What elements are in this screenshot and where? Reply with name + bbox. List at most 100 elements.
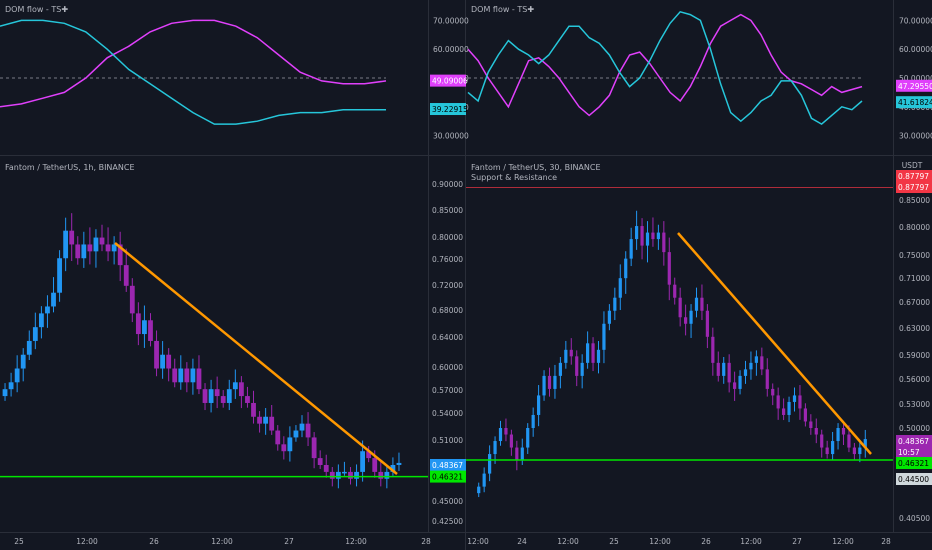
left-candle: [202, 389, 208, 403]
left-candle: [299, 423, 305, 431]
left-support-badge: 0.46321: [432, 473, 463, 482]
left-candle: [251, 402, 256, 417]
right-candle: [477, 486, 481, 494]
left-candle: [335, 471, 341, 479]
right-candle: [651, 232, 655, 240]
right-candle: [520, 447, 524, 461]
left-dom-badge-2: 39.22915: [432, 105, 468, 114]
right-candle: [618, 278, 622, 298]
right-price-axis-label: 0.53000: [899, 400, 930, 409]
right-candle: [700, 297, 704, 311]
right-dom-axis-label: 50.00000: [899, 74, 932, 83]
right-candle: [602, 323, 606, 350]
right-candle: [684, 317, 688, 324]
left-candle: [263, 416, 269, 424]
left-candle: [105, 244, 111, 252]
right-price-axis-label: 0.85000: [899, 196, 930, 205]
right-price-axis-label: 0.75000: [899, 251, 930, 260]
right-time-axis-label: 12:00: [557, 537, 579, 546]
right-candle: [765, 369, 769, 389]
left-price-axis-label: 0.60000: [432, 363, 463, 372]
right-countdown-badge-bg: [896, 446, 932, 458]
left-price-axis-label: 0.45000: [432, 497, 463, 506]
right-dom-axis-label: 30.00000: [899, 132, 932, 141]
right-price-axis-label: 0.50000: [899, 424, 930, 433]
right-support-badge: 0.46321: [898, 459, 929, 468]
left-price-axis-label: 0.80000: [432, 233, 463, 242]
right-price-axis-label: 0.56000: [899, 375, 930, 384]
left-dom-badge-1: 49.09006: [432, 77, 468, 86]
right-candle: [553, 375, 557, 389]
left-dom-badge-1-bg: [430, 74, 466, 87]
right-candle: [716, 362, 720, 376]
right-candle: [831, 441, 835, 455]
left-dom-title: DOM flow - TS✚: [5, 5, 68, 14]
right-candle: [694, 297, 699, 311]
right-candle: [705, 310, 709, 337]
right-candle: [743, 369, 748, 376]
right-candle: [607, 310, 611, 324]
left-price-axis-label: 0.64000: [432, 333, 463, 342]
right-candle: [537, 395, 541, 415]
right-candle: [509, 434, 513, 448]
left-candle: [45, 306, 50, 314]
left-candle: [129, 285, 135, 314]
right-price-title: Fantom / TetherUS, 30, BINANCE: [471, 163, 601, 172]
left-candle: [384, 471, 390, 479]
right-time-axis-label: 27: [792, 537, 802, 546]
left-time-axis-label: 27: [284, 537, 294, 546]
left-candle: [69, 230, 75, 245]
right-dom-badge-1-bg: [896, 79, 932, 92]
right-candle: [754, 356, 758, 363]
left-time-axis-label: 28: [421, 537, 431, 546]
right-candle: [836, 428, 840, 442]
left-time-axis-label: 12:00: [345, 537, 367, 546]
left-price-axis-label: 0.76000: [432, 255, 463, 264]
right-time-axis-label: 25: [609, 537, 619, 546]
left-candle: [14, 368, 20, 383]
left-candle: [38, 313, 44, 328]
left-candle: [390, 465, 396, 472]
right-candle: [591, 343, 595, 363]
left-candle: [245, 396, 250, 403]
right-candle: [814, 428, 818, 435]
left-time-axis-label: 12:00: [211, 537, 233, 546]
left-candle: [214, 389, 220, 397]
left-candle: [51, 292, 56, 307]
left-candle: [75, 244, 81, 259]
left-candle: [154, 340, 159, 369]
left-candle: [238, 382, 244, 397]
left-candle: [172, 368, 178, 383]
right-candle: [820, 434, 824, 448]
left-candle: [232, 382, 238, 390]
left-candle: [293, 430, 299, 438]
right-time-axis-label: 12:00: [649, 537, 671, 546]
left-candle: [269, 416, 275, 431]
left-candle: [148, 320, 153, 341]
left-candle: [160, 354, 166, 369]
left-candle: [366, 451, 372, 459]
left-candle: [87, 244, 93, 252]
left-candle: [311, 437, 317, 459]
left-candle: [396, 462, 402, 465]
left-price-axis-label: 0.51000: [432, 436, 463, 445]
right-candle: [493, 441, 497, 455]
right-time-axis-label: 12:00: [832, 537, 854, 546]
left-dom-axis-label: 70.00000: [433, 16, 469, 25]
right-time-axis-label: 12:00: [467, 537, 489, 546]
right-price-axis-label: 0.40500: [899, 514, 930, 523]
right-candle: [569, 349, 573, 357]
right-candle: [504, 428, 508, 435]
right-price-subtitle: Support & Resistance: [471, 173, 557, 182]
right-candle: [863, 439, 867, 448]
left-candle: [8, 382, 14, 390]
left-price-axis-label: 0.72000: [432, 281, 463, 290]
left-candle: [342, 471, 347, 474]
right-candle: [558, 362, 562, 376]
left-candle: [196, 368, 202, 390]
left-trendline: [114, 242, 398, 475]
right-dom-axis-label: 60.00000: [899, 45, 932, 54]
left-candle: [93, 237, 99, 252]
right-candle: [782, 408, 786, 415]
left-candle: [63, 230, 69, 259]
